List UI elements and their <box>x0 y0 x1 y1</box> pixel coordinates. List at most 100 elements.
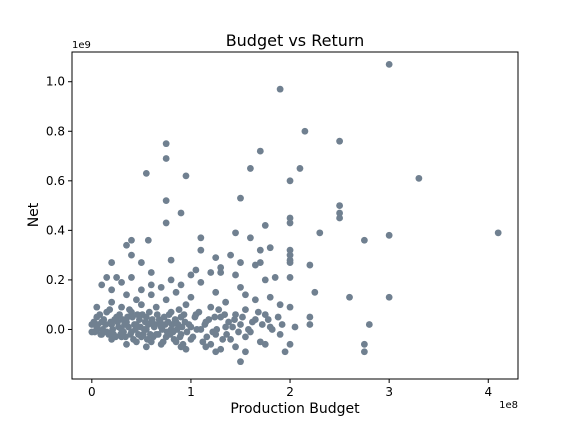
scatter-point <box>148 316 156 323</box>
scatter-point <box>176 333 184 341</box>
scatter-point <box>286 251 294 259</box>
scatter-point <box>187 271 195 279</box>
scatter-point <box>123 291 130 299</box>
scatter-point <box>207 303 215 311</box>
scatter-point <box>162 219 170 227</box>
scatter-point <box>261 340 269 348</box>
scatter-point <box>360 348 368 356</box>
scatter-point <box>182 345 190 353</box>
scatter-point <box>385 293 393 301</box>
scatter-point <box>223 331 231 338</box>
scatter-point <box>248 318 256 326</box>
scatter-point <box>291 323 299 331</box>
scatter-point <box>197 246 205 254</box>
scatter-point <box>336 137 343 145</box>
x-offset-label: 1e8 <box>499 400 518 411</box>
scatter-point <box>213 326 221 333</box>
scatter-point <box>385 231 393 239</box>
scatter-point <box>111 316 119 323</box>
x-axis-label: Production Budget <box>230 401 360 417</box>
scatter-point <box>336 214 343 222</box>
scatter-point <box>271 274 279 281</box>
scatter-point <box>281 348 289 356</box>
scatter-point <box>142 169 150 177</box>
scatter-point <box>222 323 230 331</box>
scatter-point <box>242 333 249 341</box>
scatter-point <box>415 174 423 182</box>
scatter-point <box>123 241 130 249</box>
scatter-point <box>127 331 134 338</box>
scatter-point <box>211 313 219 321</box>
scatter-point <box>197 234 205 242</box>
scatter-point <box>172 288 180 296</box>
scatter-point <box>162 140 170 148</box>
scatter-point <box>162 197 170 205</box>
scatter-point <box>144 321 152 328</box>
scatter-point <box>237 321 244 328</box>
scatter-point <box>232 343 239 351</box>
scatter-point <box>153 311 161 318</box>
scatter-point <box>276 331 284 338</box>
scatter-point <box>108 259 116 266</box>
scatter-point <box>266 293 274 301</box>
scatter-point <box>133 296 140 304</box>
scatter-point <box>146 331 154 338</box>
scatter-point <box>178 323 186 331</box>
scatter-point <box>261 222 269 229</box>
scatter-point <box>247 234 254 242</box>
scatter-point <box>301 127 309 135</box>
scatter-point <box>156 318 164 326</box>
scatter-point <box>286 303 294 311</box>
scatter-point <box>180 311 188 318</box>
scatter-point <box>207 269 215 276</box>
scatter-point <box>177 281 185 289</box>
x-tick-label: 4 <box>484 385 492 399</box>
y-tick-label: 0.0 <box>46 322 65 336</box>
scatter-point <box>125 323 132 331</box>
scatter-point <box>256 259 264 266</box>
scatter-point <box>258 321 266 328</box>
scatter-point <box>189 333 197 341</box>
scatter-point <box>118 278 125 286</box>
scatter-point <box>171 316 179 323</box>
scatter-point <box>201 321 209 328</box>
scatter-point <box>286 246 294 254</box>
scatter-point <box>247 165 254 172</box>
scatter-point <box>306 313 314 321</box>
scatter-point <box>286 219 294 227</box>
scatter-point <box>231 316 238 323</box>
scatter-point <box>160 313 168 321</box>
scatter-point <box>193 326 201 333</box>
y-tick-label: 0.4 <box>46 223 65 237</box>
scatter-point <box>278 321 286 328</box>
scatter-point <box>229 323 236 331</box>
y-tick-label: 0.6 <box>46 174 65 188</box>
scatter-point <box>106 306 114 314</box>
scatter-point <box>170 335 178 343</box>
scatter-point <box>256 147 264 155</box>
scatter-point <box>130 335 137 343</box>
scatter-point <box>254 308 262 316</box>
scatter-point <box>215 306 223 314</box>
scatter-point <box>242 306 249 314</box>
scatter-point <box>266 244 274 252</box>
scatter-point <box>135 331 142 338</box>
scatter-point <box>245 326 252 333</box>
scatter-point <box>360 340 368 348</box>
scatter-point <box>199 338 207 346</box>
scatter-point <box>158 326 166 333</box>
scatter-point <box>251 296 259 304</box>
x-tick-label: 1 <box>187 385 195 399</box>
scatter-point <box>168 321 176 328</box>
scatter-point <box>162 296 170 304</box>
scatter-point <box>144 236 152 244</box>
scatter-point <box>365 321 373 328</box>
scatter-point <box>203 333 211 341</box>
scatter-point <box>98 281 106 289</box>
y-tick-label: 0.8 <box>46 124 65 138</box>
scatter-point <box>94 321 102 328</box>
scatter-point <box>182 172 190 180</box>
scatter-point <box>137 301 145 309</box>
scatter-point <box>154 331 162 338</box>
scatter-point <box>137 259 145 266</box>
